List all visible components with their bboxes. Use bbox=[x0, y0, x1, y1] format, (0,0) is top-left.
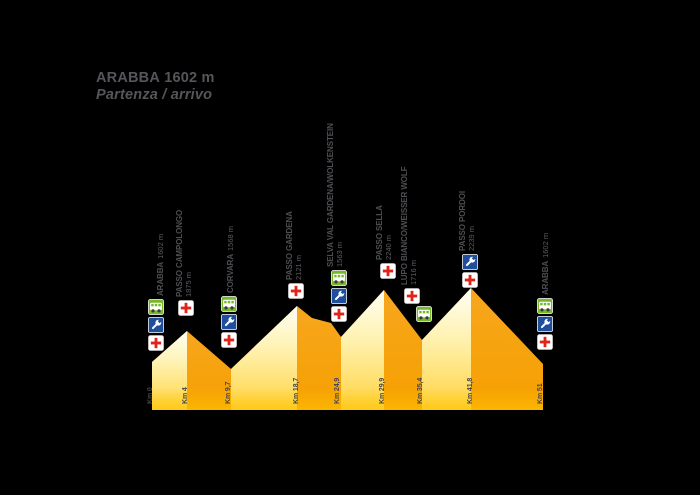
mountain-sella-left-face bbox=[341, 290, 384, 410]
page-title: ARABBA 1602 m bbox=[96, 70, 215, 87]
km-label-8: Km 51 bbox=[537, 383, 544, 404]
waypoint-altitude: 2121 m bbox=[293, 254, 303, 280]
page-subtitle: Partenza / arrivo bbox=[96, 87, 213, 103]
km-label-1: Km 4 bbox=[182, 387, 189, 404]
waypoint-label-3: PASSO GARDENA 2121 m bbox=[285, 211, 303, 280]
waypoint-label-0: ARABBA 1602 m bbox=[150, 234, 168, 296]
profile-base-glow bbox=[152, 388, 543, 410]
first-aid-cross-icon bbox=[331, 306, 347, 322]
service-wrench-icon bbox=[148, 317, 164, 333]
shuttle-bus-icon bbox=[331, 270, 347, 286]
waypoint-altitude: 2239 m bbox=[466, 225, 476, 251]
waypoint-altitude: 2240 m bbox=[383, 234, 393, 260]
service-wrench-icon bbox=[537, 316, 553, 332]
waypoint-altitude: 1563 m bbox=[334, 241, 344, 267]
waypoint-name: ARABBA bbox=[156, 261, 165, 296]
first-aid-cross-icon bbox=[380, 263, 396, 279]
title-block: ARABBA 1602 m Partenza / arrivo bbox=[96, 70, 215, 104]
waypoint-label-7: PASSO PORDOI 2239 m bbox=[458, 191, 476, 251]
km-label-3: Km 18,7 bbox=[293, 377, 300, 404]
waypoint-label-2: CORVARA 1568 m bbox=[220, 226, 238, 293]
waypoint-label-5: PASSO SELLA 2240 m bbox=[375, 205, 393, 260]
km-label-2: Km 9,7 bbox=[225, 381, 232, 404]
service-wrench-icon bbox=[221, 314, 237, 330]
waypoint-label-8: ARABBA 1602 m bbox=[535, 233, 553, 295]
title-altitude: 1602 m bbox=[164, 70, 215, 86]
shuttle-bus-icon bbox=[221, 296, 237, 312]
waypoint-name: ARABBA bbox=[541, 260, 550, 295]
waypoint-altitude: 1568 m bbox=[226, 225, 235, 251]
waypoint-label-6: LUPO BIANCO/WEISSER WOLF 1716 m bbox=[400, 167, 418, 286]
km-label-0: Km 0 bbox=[147, 387, 154, 404]
first-aid-cross-icon bbox=[537, 334, 553, 350]
service-wrench-icon bbox=[462, 254, 478, 270]
km-label-7: Km 41,8 bbox=[467, 377, 474, 404]
shuttle-bus-icon bbox=[148, 299, 164, 315]
waypoint-altitude: 1602 m bbox=[541, 232, 550, 258]
waypoint-altitude: 1716 m bbox=[408, 259, 418, 285]
waypoint-altitude: 1602 m bbox=[156, 233, 165, 259]
title-name: ARABBA bbox=[96, 70, 161, 86]
first-aid-cross-icon bbox=[462, 272, 478, 288]
service-wrench-icon bbox=[331, 288, 347, 304]
km-label-5: Km 29,9 bbox=[379, 377, 386, 404]
first-aid-cross-icon bbox=[148, 335, 164, 351]
km-label-4: Km 24,9 bbox=[334, 377, 341, 404]
waypoint-name: CORVARA bbox=[226, 253, 235, 293]
waypoint-altitude: 1875 m bbox=[183, 271, 193, 297]
first-aid-cross-icon bbox=[221, 332, 237, 348]
waypoint-label-4: SELVA VAL GARDENA/WOLKENSTEIN 1563 m bbox=[326, 123, 344, 267]
mountain-pordoi-left-face bbox=[422, 288, 471, 410]
waypoint-label-1: PASSO CAMPOLONGO 1875 m bbox=[175, 210, 193, 297]
first-aid-cross-icon bbox=[178, 300, 194, 316]
first-aid-cross-icon bbox=[404, 288, 420, 304]
shuttle-bus-icon bbox=[416, 306, 432, 322]
first-aid-cross-icon bbox=[288, 283, 304, 299]
shuttle-bus-icon bbox=[537, 298, 553, 314]
km-label-6: Km 35,4 bbox=[417, 377, 424, 404]
mountain-gardena-left-face bbox=[231, 306, 297, 410]
